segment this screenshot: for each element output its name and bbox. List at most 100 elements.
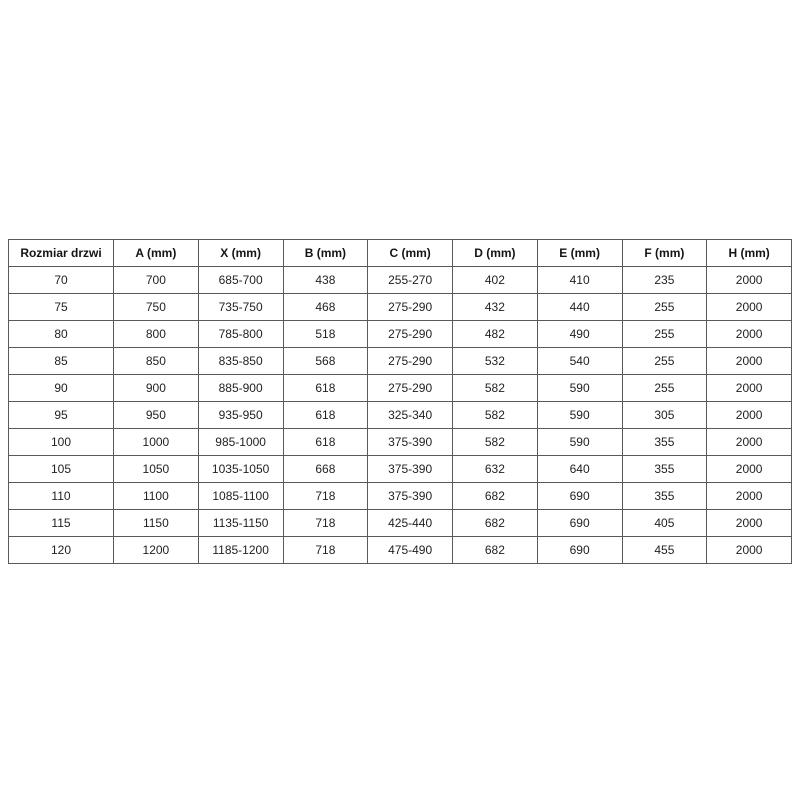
table-cell: 355 — [621, 482, 708, 510]
table-cell: 1135-1150 — [197, 509, 284, 537]
table-cell: 1035-1050 — [197, 455, 284, 483]
table-cell: 1050 — [113, 455, 199, 483]
column-header: D (mm) — [452, 239, 538, 267]
table-cell: 590 — [536, 401, 623, 429]
table-cell: 2000 — [706, 428, 792, 456]
table-cell: 690 — [536, 482, 623, 510]
table-cell: 80 — [8, 320, 114, 348]
table-cell: 100 — [8, 428, 114, 456]
table-cell: 2000 — [706, 374, 792, 402]
table-cell: 468 — [282, 293, 369, 321]
table-cell: 405 — [621, 509, 708, 537]
table-cell: 800 — [113, 320, 199, 348]
table-cell: 255 — [621, 347, 708, 375]
table-cell: 105 — [8, 455, 114, 483]
table-cell: 532 — [452, 347, 538, 375]
table-cell: 305 — [621, 401, 708, 429]
table-cell: 375-390 — [367, 455, 453, 483]
table-cell: 700 — [113, 266, 199, 294]
table-cell: 275-290 — [367, 374, 453, 402]
table-cell: 1085-1100 — [197, 482, 284, 510]
table-cell: 490 — [536, 320, 623, 348]
table-cell: 735-750 — [197, 293, 284, 321]
table-cell: 885-900 — [197, 374, 284, 402]
table-cell: 950 — [113, 401, 199, 429]
column-header: B (mm) — [282, 239, 369, 267]
table-cell: 2000 — [706, 509, 792, 537]
table-cell: 255 — [621, 293, 708, 321]
table-cell: 618 — [282, 428, 369, 456]
column-header: C (mm) — [367, 239, 453, 267]
table-row: 85 850 835-850 568 275-290 532 540 255 2000 — [8, 347, 792, 375]
table-cell: 540 — [536, 347, 623, 375]
table-cell: 568 — [282, 347, 369, 375]
table-cell: 582 — [452, 374, 538, 402]
table-cell: 2000 — [706, 536, 792, 564]
table-cell: 2000 — [706, 320, 792, 348]
table-cell: 90 — [8, 374, 114, 402]
table-header: Rozmiar drzwi A (mm) X (mm) B (mm) C (mm) D (… — [8, 239, 792, 267]
table-cell: 935-950 — [197, 401, 284, 429]
table-cell: 70 — [8, 266, 114, 294]
table-cell: 75 — [8, 293, 114, 321]
table-cell: 900 — [113, 374, 199, 402]
table-cell: 255 — [621, 320, 708, 348]
table-row: 110 1100 1085-1100 718 375-390 682 690 355 2000 — [8, 482, 792, 510]
table-cell: 115 — [8, 509, 114, 537]
table-cell: 668 — [282, 455, 369, 483]
table-cell: 235 — [621, 266, 708, 294]
table-cell: 2000 — [706, 401, 792, 429]
door-dimensions-table: Rozmiar drzwi A (mm) X (mm) B (mm) C (mm) D (… — [8, 239, 792, 564]
table-cell: 835-850 — [197, 347, 284, 375]
column-header: Rozmiar drzwi — [8, 239, 114, 267]
table-cell: 275-290 — [367, 293, 453, 321]
table-cell: 425-440 — [367, 509, 453, 537]
table-cell: 682 — [452, 509, 538, 537]
column-header: X (mm) — [197, 239, 284, 267]
table-cell: 582 — [452, 401, 538, 429]
column-header: H (mm) — [706, 239, 792, 267]
table-cell: 618 — [282, 374, 369, 402]
table-cell: 618 — [282, 401, 369, 429]
table-cell: 110 — [8, 482, 114, 510]
table-row: 115 1150 1135-1150 718 425-440 682 690 405 2000 — [8, 509, 792, 537]
table-cell: 690 — [536, 536, 623, 564]
table-cell: 682 — [452, 482, 538, 510]
table-cell: 2000 — [706, 266, 792, 294]
table-cell: 455 — [621, 536, 708, 564]
table-cell: 718 — [282, 482, 369, 510]
table-cell: 475-490 — [367, 536, 453, 564]
table-cell: 1185-1200 — [197, 536, 284, 564]
table-cell: 275-290 — [367, 320, 453, 348]
table-cell: 1000 — [113, 428, 199, 456]
table-row: 100 1000 985-1000 618 375-390 582 590 355 2000 — [8, 428, 792, 456]
table-cell: 1150 — [113, 509, 199, 537]
column-header: F (mm) — [621, 239, 708, 267]
table-cell: 632 — [452, 455, 538, 483]
table-cell: 2000 — [706, 293, 792, 321]
table-header-row: Rozmiar drzwi A (mm) X (mm) B (mm) C (mm) D (… — [8, 239, 792, 267]
table-cell: 375-390 — [367, 428, 453, 456]
table-cell: 1100 — [113, 482, 199, 510]
table-cell: 410 — [536, 266, 623, 294]
table-row: 105 1050 1035-1050 668 375-390 632 640 355 2000 — [8, 455, 792, 483]
table-row: 95 950 935-950 618 325-340 582 590 305 2000 — [8, 401, 792, 429]
column-header: A (mm) — [113, 239, 199, 267]
table-row: 90 900 885-900 618 275-290 582 590 255 2000 — [8, 374, 792, 402]
table-cell: 95 — [8, 401, 114, 429]
table-row: 70 700 685-700 438 255-270 402 410 235 2000 — [8, 266, 792, 294]
table-cell: 85 — [8, 347, 114, 375]
table-cell: 355 — [621, 428, 708, 456]
table-cell: 590 — [536, 374, 623, 402]
column-header: E (mm) — [536, 239, 623, 267]
table-cell: 750 — [113, 293, 199, 321]
table-cell: 255-270 — [367, 266, 453, 294]
table-cell: 718 — [282, 536, 369, 564]
table-cell: 582 — [452, 428, 538, 456]
table-cell: 640 — [536, 455, 623, 483]
table-cell: 2000 — [706, 347, 792, 375]
table-cell: 685-700 — [197, 266, 284, 294]
table-cell: 440 — [536, 293, 623, 321]
table-cell: 850 — [113, 347, 199, 375]
